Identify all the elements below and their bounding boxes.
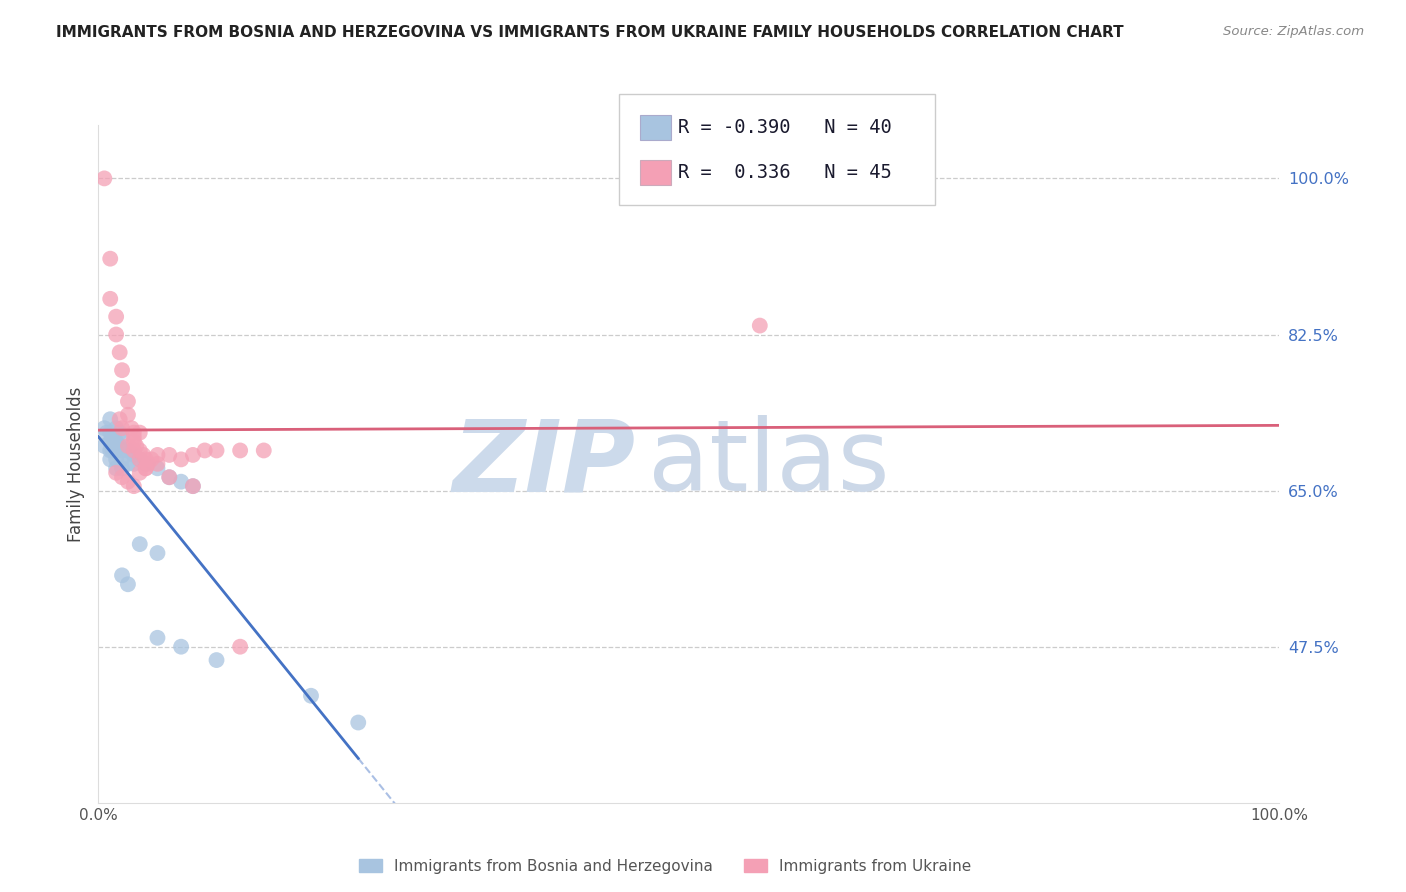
Point xyxy=(132,448,155,462)
Point xyxy=(146,457,169,471)
Legend: Immigrants from Bosnia and Herzegovina, Immigrants from Ukraine: Immigrants from Bosnia and Herzegovina, … xyxy=(353,853,977,880)
Point xyxy=(128,452,150,467)
Text: IMMIGRANTS FROM BOSNIA AND HERZEGOVINA VS IMMIGRANTS FROM UKRAINE FAMILY HOUSEHO: IMMIGRANTS FROM BOSNIA AND HERZEGOVINA V… xyxy=(56,25,1123,40)
Point xyxy=(122,457,145,471)
Point xyxy=(253,443,276,458)
Point xyxy=(194,443,217,458)
Point xyxy=(122,425,145,440)
Point xyxy=(117,394,139,409)
Point xyxy=(136,457,159,471)
Point xyxy=(181,448,204,462)
Text: R =  0.336   N = 45: R = 0.336 N = 45 xyxy=(678,162,891,182)
Point xyxy=(135,461,157,475)
Point xyxy=(111,363,134,377)
Point xyxy=(146,448,169,462)
Text: R = -0.390   N = 40: R = -0.390 N = 40 xyxy=(678,118,891,137)
Point xyxy=(128,466,150,480)
Point xyxy=(105,443,128,458)
Point xyxy=(122,434,145,449)
Point xyxy=(157,448,180,462)
Point xyxy=(347,715,370,730)
Point xyxy=(121,421,143,435)
Point xyxy=(146,546,169,560)
Point xyxy=(181,479,204,493)
Point xyxy=(101,443,124,458)
Point xyxy=(157,470,180,484)
Point xyxy=(111,568,134,582)
Point xyxy=(108,412,131,426)
Point xyxy=(105,421,128,435)
Point xyxy=(98,434,121,449)
Point xyxy=(111,421,134,435)
Point xyxy=(105,466,128,480)
Point xyxy=(205,653,228,667)
Point xyxy=(157,470,180,484)
Point xyxy=(117,443,139,458)
Point xyxy=(299,689,322,703)
Point xyxy=(98,425,121,440)
Point xyxy=(135,452,157,467)
Point xyxy=(229,640,252,654)
Point xyxy=(98,443,121,458)
Point xyxy=(105,327,128,342)
Point xyxy=(98,412,121,426)
Point xyxy=(93,439,115,453)
Point xyxy=(181,479,204,493)
Point xyxy=(170,475,193,489)
Point xyxy=(205,443,228,458)
Text: atlas: atlas xyxy=(648,416,889,512)
Point xyxy=(111,470,134,484)
Point xyxy=(122,448,145,462)
Point xyxy=(117,475,139,489)
Point xyxy=(111,381,134,395)
Point xyxy=(111,452,134,467)
Point xyxy=(122,443,145,458)
Point xyxy=(98,252,121,266)
Point xyxy=(128,443,150,458)
Point xyxy=(117,408,139,422)
Point xyxy=(93,421,115,435)
Point xyxy=(128,425,150,440)
Point xyxy=(748,318,770,333)
Point xyxy=(108,425,131,440)
Point xyxy=(117,457,139,471)
Point xyxy=(170,452,193,467)
Point xyxy=(135,461,157,475)
Point xyxy=(146,631,169,645)
Point xyxy=(105,461,128,475)
Point xyxy=(170,640,193,654)
Point xyxy=(93,171,115,186)
Point xyxy=(105,310,128,324)
Point xyxy=(117,439,139,453)
Point xyxy=(105,452,128,467)
Point xyxy=(125,439,148,453)
Point xyxy=(98,452,121,467)
Point xyxy=(229,443,252,458)
Point xyxy=(98,292,121,306)
Y-axis label: Family Households: Family Households xyxy=(66,386,84,541)
Point xyxy=(135,457,157,471)
Point xyxy=(146,461,169,475)
Point xyxy=(128,452,150,467)
Point xyxy=(111,461,134,475)
Point xyxy=(108,439,131,453)
Point xyxy=(96,425,118,440)
Point xyxy=(111,430,134,444)
Point xyxy=(117,577,139,591)
Point xyxy=(122,479,145,493)
Point xyxy=(108,345,131,359)
Point xyxy=(101,430,124,444)
Point xyxy=(105,434,128,449)
Point xyxy=(141,452,163,467)
Text: Source: ZipAtlas.com: Source: ZipAtlas.com xyxy=(1223,25,1364,38)
Point xyxy=(128,537,150,551)
Point xyxy=(122,430,145,444)
Text: ZIP: ZIP xyxy=(453,416,636,512)
Point xyxy=(111,443,134,458)
